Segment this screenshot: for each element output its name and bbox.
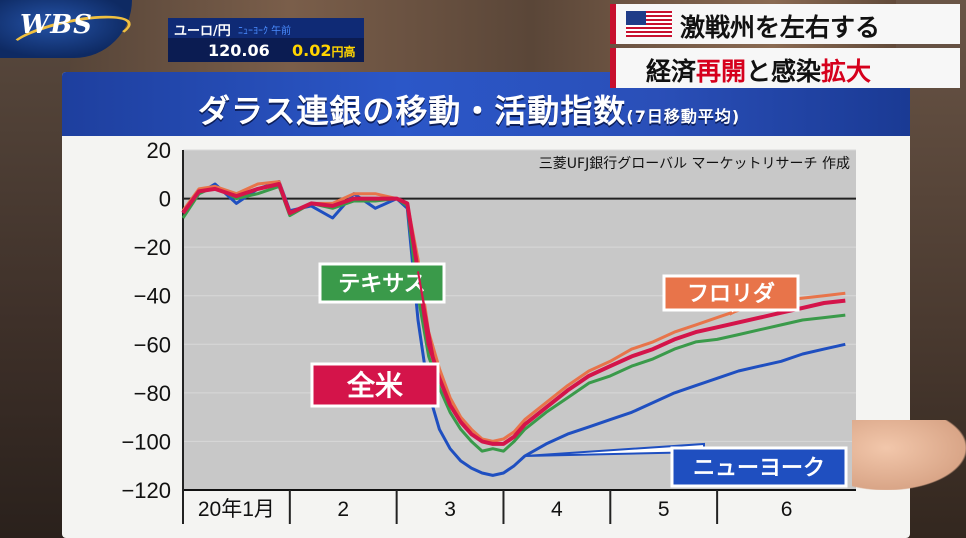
callout-box-us: [310, 362, 440, 408]
ticker-values: 120.06 0.02円高: [168, 38, 364, 62]
studio-backdrop-left: [0, 0, 70, 538]
ticker-header: ユーロ/円 ﾆｭｰﾖｰｸ 午前: [168, 18, 364, 39]
x-tick-label: 6: [781, 498, 793, 521]
currency-ticker: ユーロ/円 ﾆｭｰﾖｰｸ 午前 120.06 0.02円高: [168, 18, 364, 64]
headline-part-4: 拡大: [821, 57, 872, 86]
chart-title-band: ダラス連銀の移動・活動指数(7日移動平均): [62, 72, 910, 136]
series-label-us: 全米: [346, 369, 403, 402]
headline-line-1: 激戦州を左右する: [610, 4, 960, 44]
x-tick-label: 3: [444, 498, 456, 521]
series-line-us: [181, 182, 846, 446]
headline-line-2: 経済再開と感染拡大: [610, 48, 960, 88]
headline-text-1: 激戦州を左右する: [680, 13, 881, 42]
x-tick-label: 20年1月: [198, 498, 275, 521]
x-tick-label: 5: [658, 498, 670, 521]
y-tick-label: −40: [134, 284, 171, 309]
series-label-florida: フロリダ: [687, 281, 775, 307]
headline-part-3: と感染: [746, 57, 822, 86]
x-tick-label: 4: [551, 498, 563, 521]
series-label-texas: テキサス: [338, 272, 426, 297]
series-label-newyork: ニューヨーク: [693, 456, 825, 481]
ticker-rate: 120.06: [208, 41, 270, 60]
logo-text: WBS: [20, 10, 93, 40]
y-tick-label: −120: [121, 478, 171, 503]
callout-box-newyork: [670, 446, 848, 488]
us-flag-icon: [626, 11, 672, 37]
ticker-label: ユーロ/円: [174, 24, 231, 39]
ticker-note: ﾆｭｰﾖｰｸ 午前: [238, 26, 292, 37]
headline-part-1: 経済: [646, 57, 697, 86]
chart-subtitle: (7日移動平均): [626, 107, 741, 126]
y-tick-label: −60: [134, 332, 171, 357]
y-tick-label: 0: [159, 187, 171, 212]
chart-source-note: 三菱UFJ銀行グローバル マーケットリサーチ 作成: [539, 156, 850, 172]
y-tick-label: −20: [134, 235, 171, 260]
headline-text-2: 経済再開と感染拡大: [646, 52, 871, 88]
chart-title-main: ダラス連銀の移動・活動指数: [198, 92, 627, 130]
presenter-hand: [852, 420, 966, 490]
y-tick-label: 20: [147, 138, 171, 163]
ticker-change-unit: 円高: [331, 45, 356, 59]
headline-part-2: 再開: [696, 57, 747, 86]
ticker-change: 0.02円高: [292, 41, 356, 60]
x-tick-label: 2: [337, 498, 349, 521]
y-tick-label: −80: [134, 381, 171, 406]
chart-title: ダラス連銀の移動・活動指数(7日移動平均): [198, 86, 740, 132]
ticker-change-value: 0.02: [292, 41, 332, 60]
callout-box-florida: [662, 274, 800, 312]
y-tick-label: −100: [121, 429, 171, 454]
